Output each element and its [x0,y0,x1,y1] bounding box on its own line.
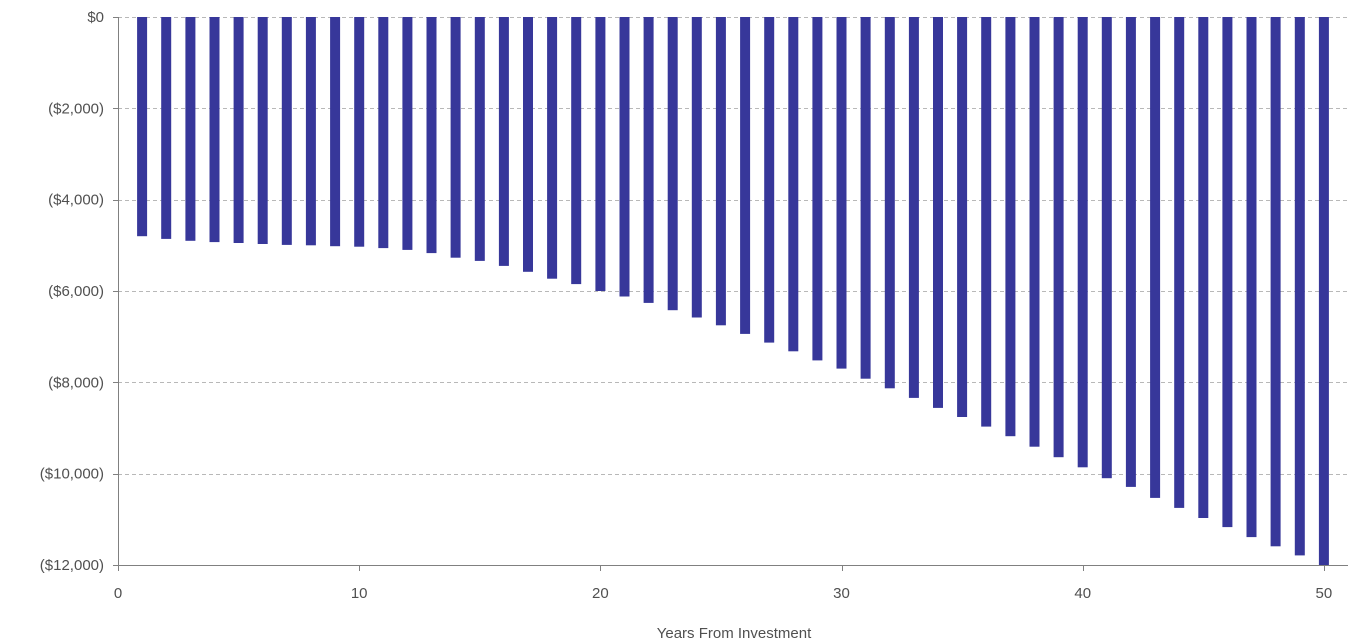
bar [836,17,847,369]
bar [812,17,823,361]
y-tick-label: $0 [87,9,104,26]
bar [667,17,678,311]
bar [691,17,702,318]
gridlines [118,17,1348,475]
bar [908,17,919,398]
bar [161,17,172,239]
bar [233,17,244,243]
bar [1101,17,1112,479]
y-tick-label: ($6,000) [48,283,104,300]
bar [981,17,992,427]
bar [185,17,196,241]
bar [1294,17,1305,556]
x-tick-label: 10 [351,585,368,602]
bar [523,17,533,272]
bar [281,17,292,245]
bar [571,17,582,285]
bar [402,17,413,250]
bar [1053,17,1064,458]
x-axis-title: Years From Investment [657,625,812,642]
bar [1174,17,1185,508]
axes [113,17,1348,571]
bar [330,17,341,247]
y-tick-labels: $0 ($2,000) ($4,000) ($6,000) ($8,000) ($10,0… [40,9,104,574]
bar [1150,17,1161,498]
x-tick-label: 20 [592,585,609,602]
bar [740,17,751,334]
y-tick-label: ($2,000) [48,100,104,117]
x-tick-labels: 0 10 20 30 40 50 [114,585,1332,602]
x-tick-label: 0 [114,585,122,602]
bars [137,17,1329,565]
bar [884,17,895,389]
bar [1005,17,1016,437]
bar [1222,17,1233,528]
bar [354,17,365,247]
bar [474,17,485,261]
bar [619,17,630,297]
bar [498,17,509,266]
bar [450,17,461,258]
bar [305,17,316,246]
bar [957,17,968,417]
bar [378,17,389,249]
bar [643,17,654,303]
bar [1318,17,1329,565]
bar [860,17,871,379]
bar [209,17,220,243]
bar [715,17,726,326]
y-tick-label: ($12,000) [40,557,104,574]
x-tick-label: 50 [1316,585,1333,602]
x-tick-label: 40 [1074,585,1091,602]
bar [1246,17,1257,538]
y-tick-label: ($10,000) [40,466,104,483]
bar [1125,17,1136,487]
y-tick-label: ($4,000) [48,192,104,209]
bar [1198,17,1209,518]
bar [137,17,148,237]
bar [595,17,606,291]
x-tick-label: 30 [833,585,850,602]
bar [1077,17,1088,468]
bar [547,17,558,279]
bar [933,17,943,408]
bar [788,17,799,352]
y-tick-label: ($8,000) [48,374,104,391]
bar [426,17,437,254]
bar [257,17,268,244]
bar [764,17,775,343]
bar [1270,17,1281,547]
bar [1029,17,1040,447]
